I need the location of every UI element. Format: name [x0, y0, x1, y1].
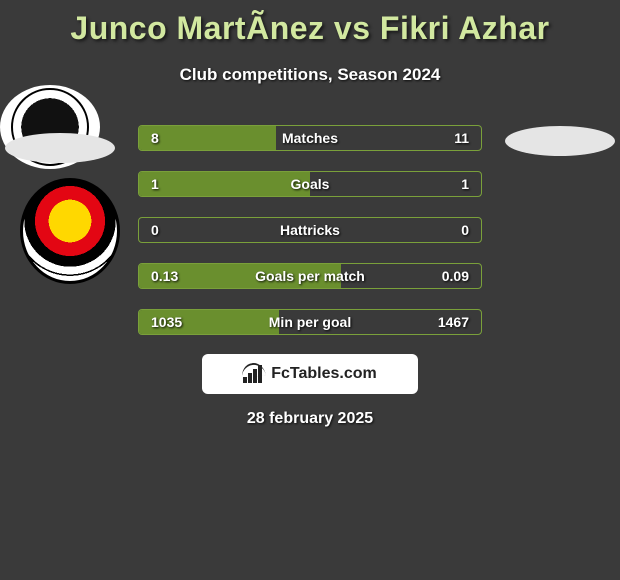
- stat-value-right: 11: [454, 130, 469, 146]
- stat-label: Min per goal: [139, 314, 481, 330]
- stat-row: 1Goals1: [138, 171, 482, 197]
- chart-icon: [243, 365, 265, 383]
- player-placeholder-left: [5, 133, 115, 163]
- stat-row: 0.13Goals per match0.09: [138, 263, 482, 289]
- stat-label: Hattricks: [139, 222, 481, 238]
- stat-label: Matches: [139, 130, 481, 146]
- brand-text: FcTables.com: [271, 365, 377, 383]
- stat-label: Goals: [139, 176, 481, 192]
- stat-value-right: 0.09: [442, 268, 469, 284]
- date-text: 28 february 2025: [0, 410, 620, 428]
- page-subtitle: Club competitions, Season 2024: [0, 65, 620, 85]
- club-badge-left: [20, 178, 120, 284]
- stats-bars: 8Matches11 1Goals1 0Hattricks0 0.13Goals pe…: [138, 125, 482, 355]
- page-title: Junco MartÃ­nez vs Fikri Azhar: [0, 0, 620, 47]
- stat-row: 8Matches11: [138, 125, 482, 151]
- stat-label: Goals per match: [139, 268, 481, 284]
- comparison-infographic: Junco MartÃ­nez vs Fikri Azhar Club comp…: [0, 0, 620, 580]
- stat-row: 0Hattricks0: [138, 217, 482, 243]
- stat-row: 1035Min per goal1467: [138, 309, 482, 335]
- stat-value-right: 1467: [438, 314, 469, 330]
- brand-box[interactable]: FcTables.com: [202, 354, 418, 394]
- stat-value-right: 0: [461, 222, 469, 238]
- player-placeholder-right: [505, 126, 615, 156]
- stat-value-right: 1: [461, 176, 469, 192]
